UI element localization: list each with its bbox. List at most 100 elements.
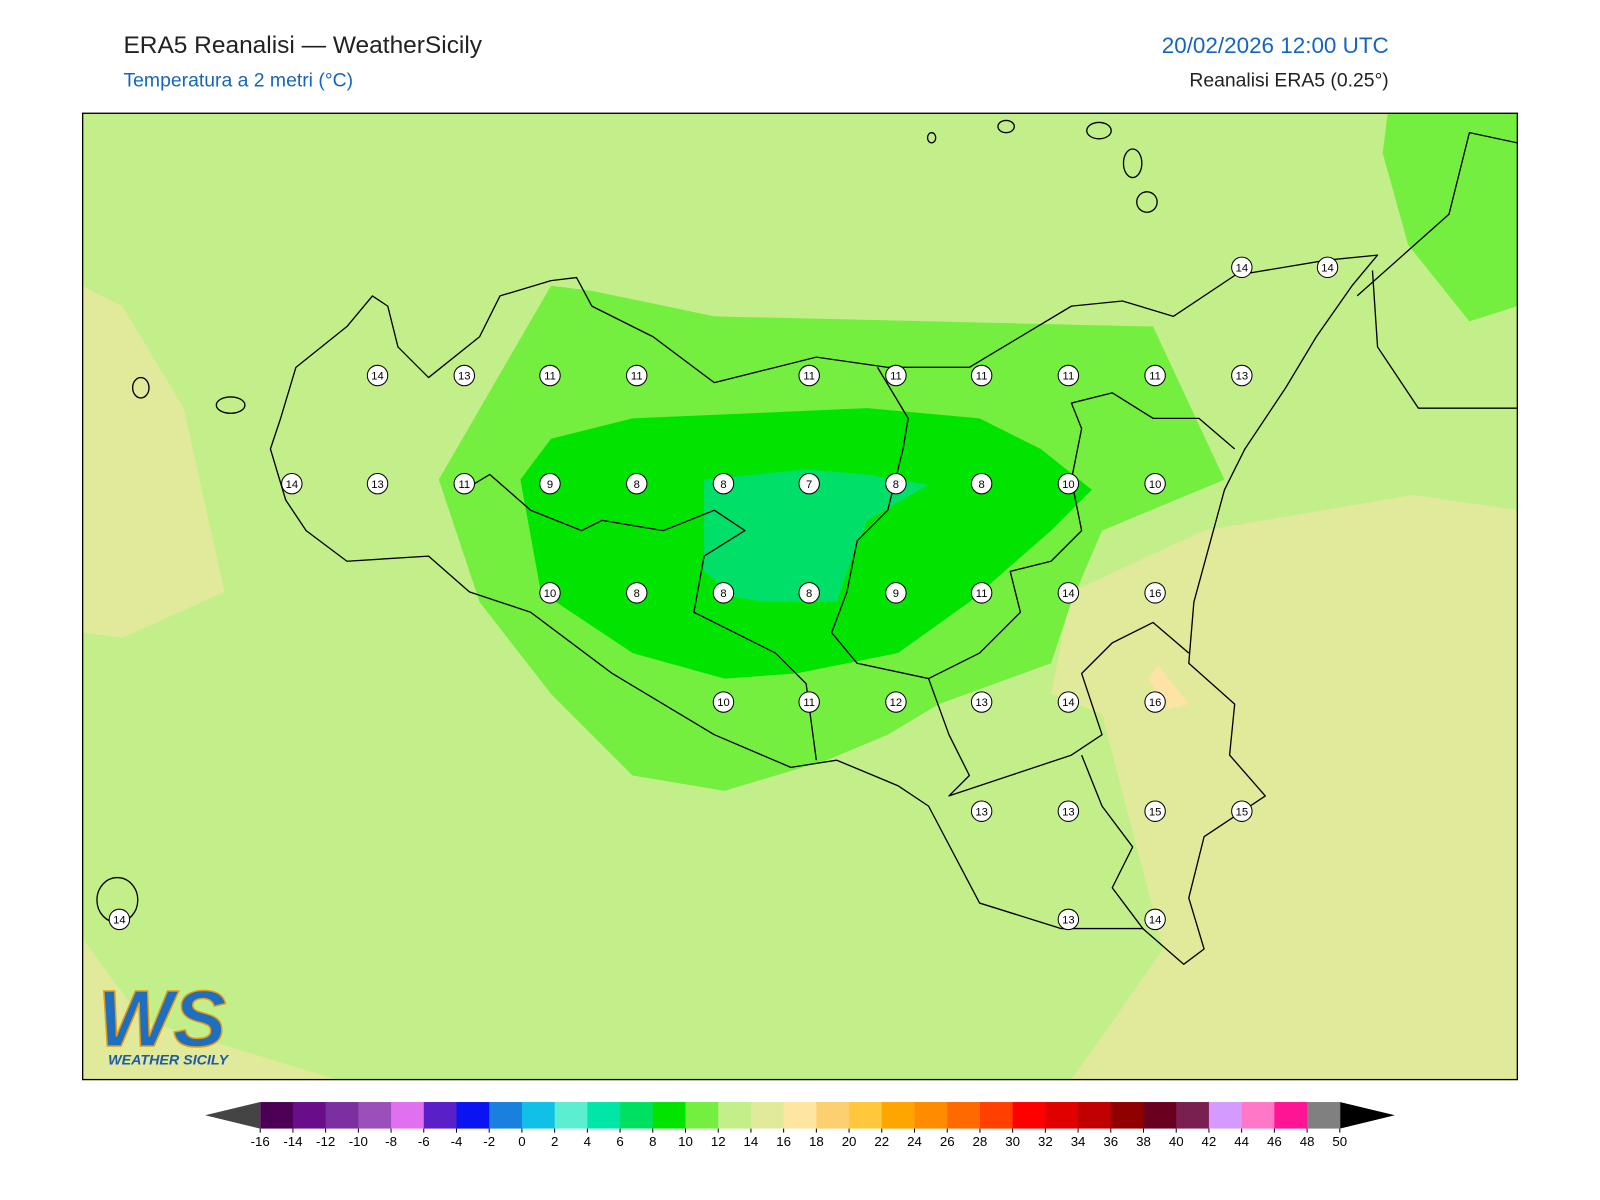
coastline: [1356, 131, 1518, 297]
colorbar-tick-label: 16: [776, 1134, 791, 1149]
station-value: 11: [803, 697, 815, 709]
colorbar-tick-label: 32: [1038, 1134, 1053, 1149]
station-marker: [970, 800, 993, 822]
station-marker: [798, 364, 820, 387]
station-value: 14: [1062, 697, 1074, 709]
colorbar-bin: [1241, 1102, 1275, 1129]
island: [1122, 148, 1143, 179]
colorbar-bin: [620, 1102, 654, 1129]
colorbar-tick-label: 44: [1234, 1134, 1249, 1149]
station-marker: [1144, 800, 1166, 822]
colorbar-over: [1339, 1102, 1395, 1129]
station-marker: [712, 691, 735, 713]
station-marker: [626, 472, 648, 495]
station-value: 11: [976, 588, 988, 600]
province-border: [1081, 754, 1144, 929]
station-marker: [970, 364, 993, 387]
colorbar-tick-label: 40: [1169, 1134, 1184, 1149]
station-marker: [712, 472, 735, 495]
colorbar-bin: [489, 1102, 523, 1129]
colorbar-bin: [292, 1102, 327, 1129]
colorbar-tick-label: 2: [551, 1134, 558, 1149]
station-value: 9: [547, 479, 553, 491]
field-14-16: [82, 938, 337, 1080]
colorbar-bin: [423, 1102, 458, 1129]
station-marker: [366, 364, 389, 387]
station-marker: [885, 472, 907, 495]
field-14-16: [82, 285, 225, 638]
station-marker: [1231, 800, 1253, 822]
station-value: 13: [1062, 806, 1074, 818]
colorbar-tick-label: 28: [973, 1134, 988, 1149]
station-marker: [626, 364, 648, 387]
colorbar-tick-label: 38: [1136, 1134, 1151, 1149]
station-marker: [1144, 691, 1166, 713]
station-value: 13: [458, 371, 470, 383]
colorbar: -16 -14 -12 -10 -8 -6 -4 -2 0 2 4 6 8 10 12 14 16 18 20 22 2…: [205, 1102, 1395, 1149]
island: [926, 131, 937, 144]
colorbar-bin: [783, 1102, 817, 1129]
colorbar-bin: [947, 1102, 981, 1129]
station-marker: [885, 364, 907, 387]
station-value: 14: [286, 479, 298, 491]
title: ERA5 Reanalisi — WeatherSicily: [123, 32, 482, 59]
colorbar-bin: [554, 1102, 588, 1129]
colorbar-tick-label: -2: [483, 1134, 495, 1149]
colorbar-bin: [750, 1102, 785, 1129]
colorbar-tick-label: 8: [649, 1134, 656, 1149]
colorbar-tick-label: -14: [283, 1134, 302, 1149]
station-marker: [539, 472, 561, 495]
station-value: 9: [893, 588, 899, 600]
colorbar-tick-label: -6: [418, 1134, 430, 1149]
station-marker: [885, 691, 907, 713]
island: [1136, 191, 1158, 213]
station-marker: [539, 582, 561, 604]
island: [131, 376, 150, 399]
station-value: 14: [113, 914, 125, 926]
province-border: [927, 621, 1190, 797]
station-value: 16: [1149, 588, 1161, 600]
station-value: 8: [806, 588, 812, 600]
station-marker: [712, 582, 735, 604]
station-marker: [453, 364, 475, 387]
station-marker: [1231, 256, 1253, 279]
colorbar-bin: [1143, 1102, 1177, 1129]
colorbar-bin: [587, 1102, 621, 1129]
colorbar-tick-label: 20: [842, 1134, 857, 1149]
stations: 14 14 14 13 11 11 11 11 11 11 11 13 14 13 11 9 8 8 7 8 8 10 10…: [108, 256, 1339, 931]
colorbar-tick-label: 26: [940, 1134, 955, 1149]
colorbar-tick-label: -16: [251, 1134, 270, 1149]
colorbar-tick-label: 18: [809, 1134, 824, 1149]
island: [997, 119, 1015, 134]
colorbar-tick-label: -8: [385, 1134, 397, 1149]
field-16-18: [1147, 665, 1189, 710]
colorbar-tick-label: -10: [349, 1134, 368, 1149]
station-value: 8: [979, 479, 985, 491]
station-value: 11: [1063, 371, 1075, 383]
colorbar-bin: [816, 1102, 850, 1129]
colorbar-bin: [979, 1102, 1014, 1129]
station-marker: [108, 908, 131, 931]
island: [1086, 121, 1112, 140]
station-value: 7: [806, 479, 812, 491]
island: [215, 396, 246, 414]
colorbar-tick-label: -12: [316, 1134, 335, 1149]
colorbar-tick-label: 12: [711, 1134, 726, 1149]
station-marker: [1057, 800, 1080, 822]
station-marker: [1057, 364, 1080, 387]
station-value: 16: [1149, 697, 1161, 709]
datetime: 20/02/2026 12:00 UTC: [1162, 33, 1389, 58]
colorbar-tick-label: 22: [874, 1134, 889, 1149]
colorbar-bin: [1208, 1102, 1243, 1129]
station-marker: [1057, 908, 1080, 931]
colorbar-tick-label: 10: [678, 1134, 693, 1149]
colorbar-tick-label: 14: [744, 1134, 759, 1149]
logo-mark: WS: [98, 974, 226, 1063]
colorbar-bin: [391, 1102, 425, 1129]
map: 14 14 14 13 11 11 11 11 11 11 11 13 14 13 11 9 8 8 7 8 8 10 10…: [81, 112, 1519, 1081]
station-value: 15: [1149, 806, 1161, 818]
station-value: 14: [1321, 262, 1333, 274]
station-value: 11: [544, 371, 556, 383]
station-value: 10: [1062, 479, 1074, 491]
